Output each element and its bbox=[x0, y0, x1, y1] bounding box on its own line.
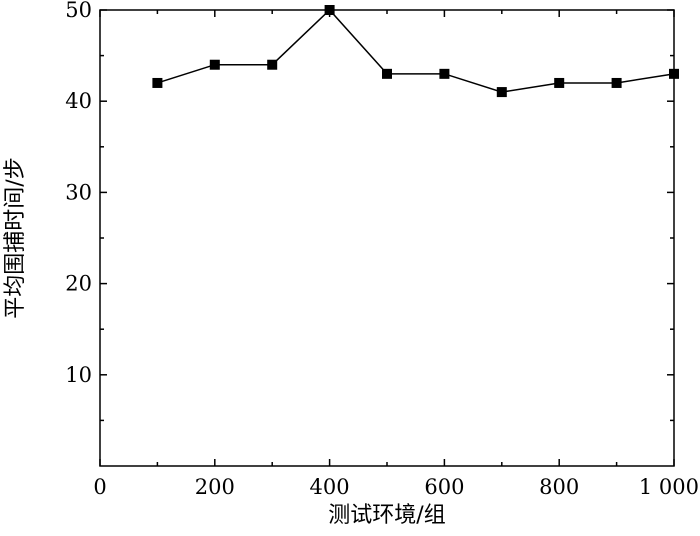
series-layer bbox=[152, 5, 679, 98]
data-point-500 bbox=[382, 68, 392, 79]
data-point-900 bbox=[611, 77, 622, 88]
x-tick-label-400: 400 bbox=[310, 475, 350, 499]
y-axis-title: 平均围捕时间/步 bbox=[3, 157, 28, 318]
x-tick-label-0: 0 bbox=[93, 475, 106, 499]
data-point-800 bbox=[554, 77, 565, 88]
labels-layer: 0 200 400 600 800 1 000 10 20 30 40 50 bbox=[65, 0, 699, 499]
data-point-700 bbox=[496, 87, 507, 98]
x-tick-label-200: 200 bbox=[195, 475, 235, 499]
x-tick-label-800: 800 bbox=[539, 475, 579, 499]
data-point-300 bbox=[267, 59, 278, 70]
x-tick-label-1000: 1 000 bbox=[639, 475, 699, 499]
data-point-200 bbox=[209, 59, 220, 70]
data-point-100 bbox=[152, 77, 163, 88]
y-tick-label-50: 50 bbox=[65, 0, 92, 22]
y-tick-label-20: 20 bbox=[65, 272, 92, 296]
y-tick-label-40: 40 bbox=[65, 89, 92, 113]
plot-frame bbox=[99, 9, 675, 467]
y-tick-label-30: 30 bbox=[65, 180, 92, 204]
x-axis-title: 测试环境/组 bbox=[328, 503, 445, 528]
data-point-600 bbox=[439, 68, 450, 79]
series-line-0 bbox=[157, 8, 675, 93]
x-tick-label-600: 600 bbox=[424, 475, 464, 499]
y-tick-label-10: 10 bbox=[65, 363, 92, 387]
